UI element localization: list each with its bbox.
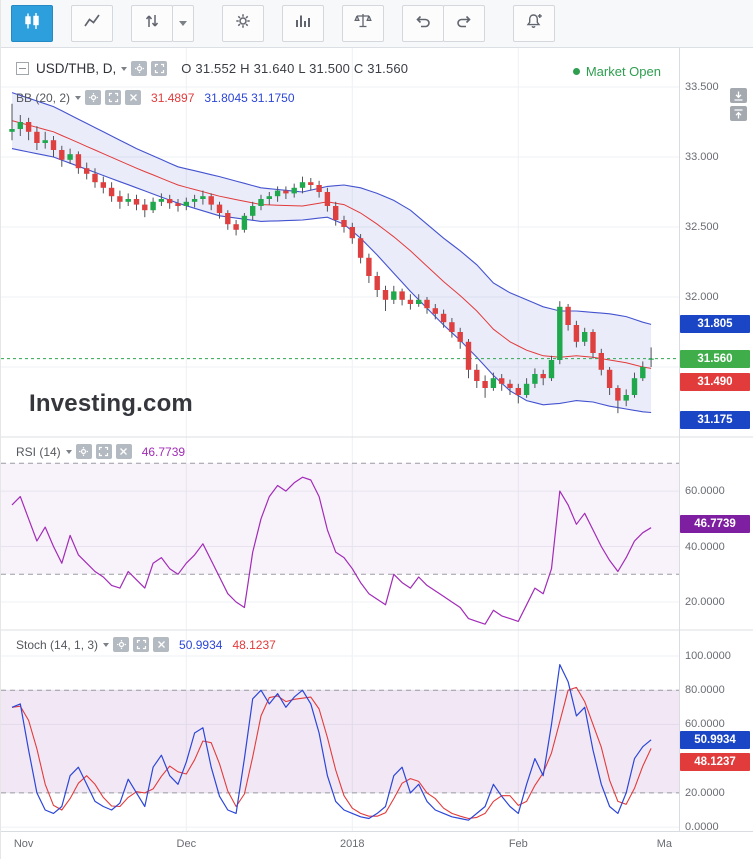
stoch-k-line — [11, 664, 652, 821]
settings-button[interactable] — [222, 5, 264, 42]
chart-canvas[interactable] — [1, 48, 753, 831]
rsi-maximize-button[interactable] — [95, 444, 112, 459]
line-chart-icon — [82, 11, 102, 36]
pane-controls — [730, 88, 747, 121]
stoch-close-button[interactable] — [153, 637, 170, 652]
bb-lower-price-badge: 31.175 — [680, 411, 750, 429]
symbol-title[interactable]: USD/THB, D, — [36, 61, 117, 76]
time-axis-label: Ma — [656, 838, 673, 850]
bollinger-close-button[interactable] — [125, 90, 142, 105]
move-pane-up-button[interactable] — [730, 106, 747, 121]
candles-layer — [9, 103, 654, 414]
balance-scale-icon — [353, 11, 373, 36]
candlestick-chart-icon — [22, 11, 42, 36]
market-open-dot-icon — [572, 68, 580, 75]
up-down-arrows-icon — [142, 11, 162, 36]
line-style-button[interactable] — [71, 5, 113, 42]
bar-chart-icon — [293, 11, 313, 36]
chevron-down-icon[interactable] — [103, 642, 110, 647]
bollinger-middle-value: 31.4897 — [151, 90, 195, 105]
axis-tick-label: 60.0000 — [685, 485, 725, 497]
rsi-value-badge: 46.7739 — [680, 515, 750, 533]
bb-upper-price-badge: 31.805 — [680, 315, 750, 333]
symbol-settings-button[interactable] — [131, 61, 148, 76]
axis-tick-label: 20.0000 — [685, 596, 725, 608]
time-axis-label: Dec — [176, 838, 197, 850]
stoch-d-value: 48.1237 — [232, 637, 276, 652]
bell-plus-icon — [524, 11, 544, 36]
gridlines — [1, 48, 679, 831]
move-pane-down-button[interactable] — [730, 88, 747, 103]
chevron-down-icon — [179, 21, 187, 26]
axis-tick-label: 80.0000 — [685, 684, 725, 696]
stoch-d-value-badge: 48.1237 — [680, 753, 750, 771]
axis-tick-label: 32.000 — [685, 291, 719, 303]
chart-toolbar — [1, 0, 753, 48]
rsi-line — [11, 476, 652, 625]
bollinger-bands — [11, 92, 652, 414]
stoch-legend: Stoch (14, 1, 3) 50.9934 48.1237 — [16, 637, 276, 652]
bb-middle-price-badge: 31.490 — [680, 373, 750, 391]
bollinger-band-values: 31.8045 31.1750 — [204, 90, 295, 105]
chevron-down-icon[interactable] — [75, 95, 82, 100]
last-price-badge: 31.560 — [680, 350, 750, 368]
stoch-settings-button[interactable] — [113, 637, 130, 652]
rsi-label[interactable]: RSI (14) — [16, 444, 61, 459]
gear-icon — [233, 11, 253, 36]
rsi-legend: RSI (14) 46.7739 — [16, 444, 185, 459]
bollinger-label[interactable]: BB (20, 2) — [16, 90, 71, 105]
undo-arrow-icon — [413, 11, 433, 36]
market-status: Market Open — [572, 64, 661, 79]
investing-watermark: Investing.com — [29, 390, 193, 418]
chevron-down-icon[interactable] — [65, 449, 72, 454]
undo-button[interactable] — [402, 5, 444, 42]
collapse-pane-icon[interactable] — [16, 62, 29, 75]
bollinger-settings-button[interactable] — [85, 90, 102, 105]
stoch-k-value-badge: 50.9934 — [680, 731, 750, 749]
price-axis[interactable] — [679, 48, 753, 831]
chevron-down-icon[interactable] — [121, 66, 128, 71]
axis-tick-label: 100.0000 — [685, 650, 731, 662]
axis-tick-label: 0.0000 — [685, 821, 719, 833]
rsi-band — [1, 462, 679, 575]
intervals-dropdown-button[interactable] — [172, 5, 194, 42]
intervals-button[interactable] — [131, 5, 173, 42]
time-axis-label: Feb — [508, 838, 528, 850]
scales-button[interactable] — [342, 5, 384, 42]
redo-arrow-icon — [454, 11, 474, 36]
stoch-maximize-button[interactable] — [133, 637, 150, 652]
axis-tick-label: 33.500 — [685, 81, 719, 93]
indicators-button[interactable] — [282, 5, 324, 42]
symbol-maximize-button[interactable] — [151, 61, 168, 76]
arrow-down-bar-icon — [734, 91, 743, 101]
alerts-button[interactable] — [513, 5, 555, 42]
watermark-main: Investing — [29, 390, 137, 417]
stoch-band — [1, 689, 679, 794]
symbol-header: USD/THB, D, O 31.552 H 31.640 L 31.500 C… — [16, 61, 408, 76]
rsi-value: 46.7739 — [141, 444, 186, 459]
axis-tick-label: 32.500 — [685, 221, 719, 233]
time-axis-label: 2018 — [340, 838, 365, 850]
axis-tick-label: 40.0000 — [685, 541, 725, 553]
panel-separators — [1, 436, 753, 631]
ohlc-values: O 31.552 H 31.640 L 31.500 C 31.560 — [181, 61, 409, 76]
axis-tick-label: 60.0000 — [685, 718, 725, 730]
watermark-suffix: .com — [136, 390, 193, 417]
bollinger-legend: BB (20, 2) 31.4897 31.8045 31.1750 — [16, 90, 295, 105]
rsi-close-button[interactable] — [115, 444, 132, 459]
stoch-k-value: 50.9934 — [179, 637, 223, 652]
market-status-label: Market Open — [585, 64, 661, 79]
axis-tick-label: 20.0000 — [685, 787, 725, 799]
arrow-up-bar-icon — [734, 108, 743, 118]
rsi-settings-button[interactable] — [75, 444, 92, 459]
time-axis[interactable]: Nov Dec 2018 Feb Ma — [1, 831, 753, 859]
price-axis-border — [679, 48, 680, 859]
redo-button[interactable] — [443, 5, 485, 42]
bollinger-maximize-button[interactable] — [105, 90, 122, 105]
candlestick-style-button[interactable] — [11, 5, 53, 42]
axis-tick-label: 33.000 — [685, 151, 719, 163]
stoch-label[interactable]: Stoch (14, 1, 3) — [16, 637, 99, 652]
time-axis-label: Nov — [13, 838, 34, 850]
